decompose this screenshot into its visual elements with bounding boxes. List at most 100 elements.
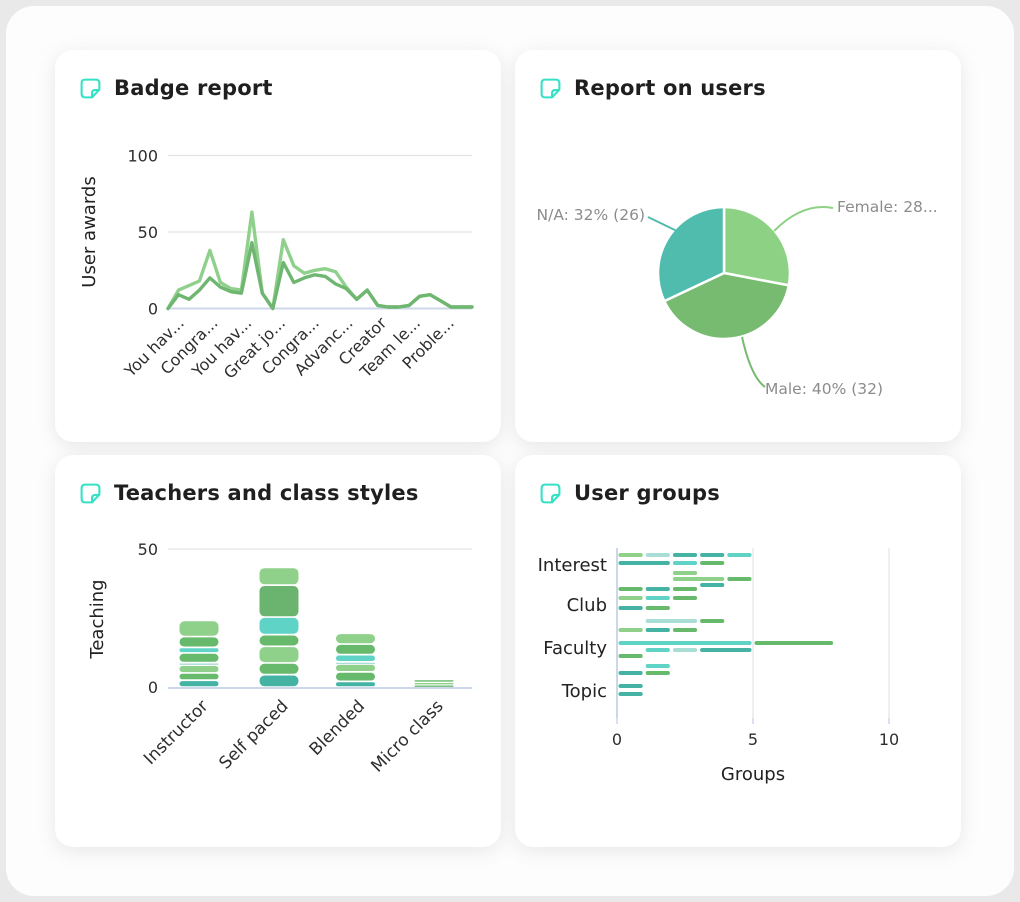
card-badge-report-header: Badge report: [79, 76, 273, 100]
bar-segment: [259, 635, 299, 646]
bar-segment: [179, 681, 219, 687]
y-axis-label: User awards: [79, 176, 100, 287]
bar-segment: [179, 653, 219, 662]
hbar-segment: [645, 619, 698, 623]
hbar-segment: [645, 596, 670, 600]
hbar-segment: [645, 628, 670, 632]
y-category-label: Topic: [561, 681, 607, 702]
hbar-segment: [672, 571, 698, 575]
hbar-segment: [618, 606, 643, 610]
bar-segment: [259, 675, 299, 687]
pie-label: Female: 28...: [837, 198, 938, 216]
hbar-segment: [700, 648, 752, 652]
hbar-segment: [645, 587, 670, 591]
y-category-label: Faculty: [543, 638, 607, 659]
hbar-segment: [618, 684, 643, 688]
bar-segment: [336, 682, 375, 687]
pie-label: Male: 40% (32): [765, 380, 883, 398]
hbar-segment: [700, 583, 725, 587]
hbar-segment: [618, 641, 752, 645]
hbar-segment: [700, 619, 725, 623]
hbar-segment: [672, 561, 698, 565]
bar-segment: [414, 680, 454, 682]
card-report-on-users-header: Report on users: [539, 76, 766, 100]
report-on-users-pie-chart: Female: 28... Male: 40% (32) N/A: 32% (26): [537, 198, 938, 398]
y-tick-label: 100: [127, 147, 158, 166]
bar-segment: [336, 664, 375, 671]
bar-segment: [179, 663, 219, 665]
hbar-segment: [618, 553, 643, 557]
x-axis-label: Groups: [721, 764, 785, 785]
pie-slice: [663, 271, 791, 341]
bar-segment: [179, 637, 219, 647]
hbar-segment: [618, 561, 670, 565]
x-tick-label: Self paced: [215, 696, 292, 773]
hbar-segment: [618, 654, 643, 658]
card-teachers-class-styles: Teachers and class styles 50 0 Teaching Ins…: [55, 455, 501, 847]
hbar-segment: [700, 553, 725, 557]
y-tick-label: 50: [138, 540, 158, 559]
bar-segment: [179, 621, 219, 636]
bar-segment: [179, 666, 219, 673]
bar-segment: [259, 617, 299, 634]
y-category-label: Club: [567, 595, 607, 616]
card-badge-report: Badge report 100 50 0 User awards You hav...…: [55, 50, 501, 442]
hbar-segment: [618, 671, 643, 675]
line-series-awards-dark: [166, 240, 474, 311]
hbar-segment: [700, 561, 725, 565]
x-tick-label: 0: [612, 730, 622, 749]
teachers-stacked-bar-chart: 50 0 Teaching Instructor Self paced BlendedMi…: [87, 540, 472, 777]
bar-segment: [179, 648, 219, 653]
pie-leader-line: [773, 206, 834, 232]
bar-segment: [414, 683, 454, 685]
x-tick-label: Blended: [306, 696, 369, 759]
note-icon: [80, 78, 101, 98]
hbar-segment: [672, 628, 698, 632]
x-tick-label: 5: [748, 730, 758, 749]
y-category-label: Interest: [538, 555, 607, 576]
user-groups-hbar-chart: 0 5 10 Groups Interest Club Faculty Topic: [538, 548, 899, 785]
pie-leader-line: [741, 336, 766, 388]
card-teachers-class-styles-header: Teachers and class styles: [79, 481, 419, 505]
note-icon: [540, 78, 561, 98]
x-tick-label: Micro class: [367, 696, 447, 776]
bar-segment: [336, 644, 375, 654]
hbar-segment: [645, 553, 670, 557]
bar-segment: [336, 672, 375, 681]
hbar-segment: [672, 596, 698, 600]
note-icon: [540, 483, 561, 503]
hbar-segment: [672, 587, 698, 591]
bar-segment: [414, 685, 454, 687]
pie-label: N/A: 32% (26): [537, 206, 646, 224]
card-user-groups-header: User groups: [539, 481, 720, 505]
bar-segment: [336, 662, 375, 665]
card-report-on-users: Report on users Female: 28... Male: 40% (…: [515, 50, 961, 442]
hbar-segment: [618, 587, 643, 591]
hbar-segment: [727, 577, 752, 581]
hbar-segment: [618, 692, 643, 696]
hbar-segment: [645, 671, 670, 675]
bar-segment: [259, 568, 299, 585]
hbar-segment: [618, 628, 643, 632]
hbar-segment: [672, 553, 698, 557]
card-title: Badge report: [114, 76, 273, 100]
y-tick-label: 0: [148, 300, 158, 319]
hbar-segment: [727, 553, 752, 557]
hbar-segment: [645, 648, 670, 652]
note-icon: [80, 483, 101, 503]
bar-segment: [179, 673, 219, 680]
hbar-segment: [645, 664, 670, 668]
y-axis-label: Teaching: [87, 579, 108, 659]
hbar-segment: [645, 606, 670, 610]
bar-segment: [336, 655, 375, 661]
bar-segment: [259, 647, 299, 663]
bar-segment: [259, 663, 299, 674]
hbar-segment: [618, 596, 643, 600]
card-title: User groups: [574, 481, 720, 505]
hbar-segment: [754, 641, 834, 645]
y-tick-label: 50: [138, 223, 158, 242]
bar-segment: [259, 586, 299, 617]
x-tick-label: Instructor: [140, 696, 212, 768]
